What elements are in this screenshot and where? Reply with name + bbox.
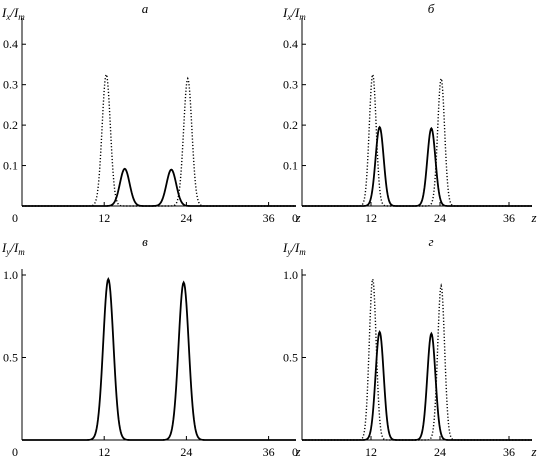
panel-letter: б (428, 1, 435, 16)
solid-series-line (22, 167, 296, 207)
solid-series-line (22, 277, 296, 441)
x-tick-label: 24 (180, 211, 192, 225)
chart-panel-4: г Iy/Im 0 12 24 36 z 0.5 1.0 (282, 234, 537, 459)
x-tick-label: 36 (263, 445, 275, 459)
y-tick-label: 0.3 (3, 78, 18, 92)
x-tick-label: 24 (434, 211, 446, 225)
solid-series-line (302, 125, 532, 207)
y-tick-label: 0.4 (283, 37, 298, 51)
y-tick-label: 0.5 (283, 351, 298, 365)
x-tick-label: 0 (12, 445, 18, 459)
y-tick-label: 1.0 (3, 268, 18, 282)
chart-panel-2: б Ix/Im 0 12 24 36 z 0.1 0.2 0.3 0.4 (282, 1, 537, 225)
y-axis-title: Iy/Im (282, 240, 306, 257)
panel-letter: а (142, 1, 149, 16)
y-tick-label: 0.3 (283, 78, 298, 92)
x-tick-label: 12 (365, 445, 377, 459)
x-axis-label: z (294, 210, 300, 225)
dotted-series-line (302, 276, 532, 441)
x-axis-label: z (530, 210, 536, 225)
y-tick-label: 0.2 (3, 118, 18, 132)
dotted-series-line (22, 72, 296, 207)
x-tick-label: 36 (263, 211, 275, 225)
y-axis-title: Ix/Im (1, 5, 25, 22)
y-axis-title: Iy/Im (1, 240, 25, 257)
panel-letter: в (142, 234, 148, 249)
dotted-series-line (302, 72, 532, 207)
x-tick-label: 0 (292, 445, 298, 459)
x-tick-label: 12 (98, 445, 110, 459)
chart-panel-3: в Iy/Im 0 12 24 36 z 0.5 1.0 (1, 234, 301, 459)
y-tick-label: 1.0 (283, 268, 298, 282)
x-tick-label: 0 (12, 211, 18, 225)
y-tick-label: 0.4 (3, 37, 18, 51)
x-tick-label: 24 (434, 445, 446, 459)
x-tick-label: 36 (503, 211, 515, 225)
solid-series-line (302, 330, 532, 441)
y-tick-label: 0.1 (3, 159, 18, 173)
panel-letter: г (428, 234, 433, 249)
x-tick-label: 12 (365, 211, 377, 225)
y-axis-title: Ix/Im (282, 5, 306, 22)
y-tick-label: 0.1 (283, 159, 298, 173)
x-tick-label: 36 (503, 445, 515, 459)
x-axis-label: z (294, 444, 300, 459)
x-axis-label: z (530, 444, 536, 459)
x-tick-label: 0 (292, 211, 298, 225)
x-tick-label: 24 (180, 445, 192, 459)
y-tick-label: 0.2 (283, 118, 298, 132)
chart-panel-1: а Ix/Im 0 12 24 36 z 0.1 0.2 0.3 0.4 (1, 1, 301, 225)
x-tick-label: 12 (98, 211, 110, 225)
y-tick-label: 0.5 (3, 351, 18, 365)
